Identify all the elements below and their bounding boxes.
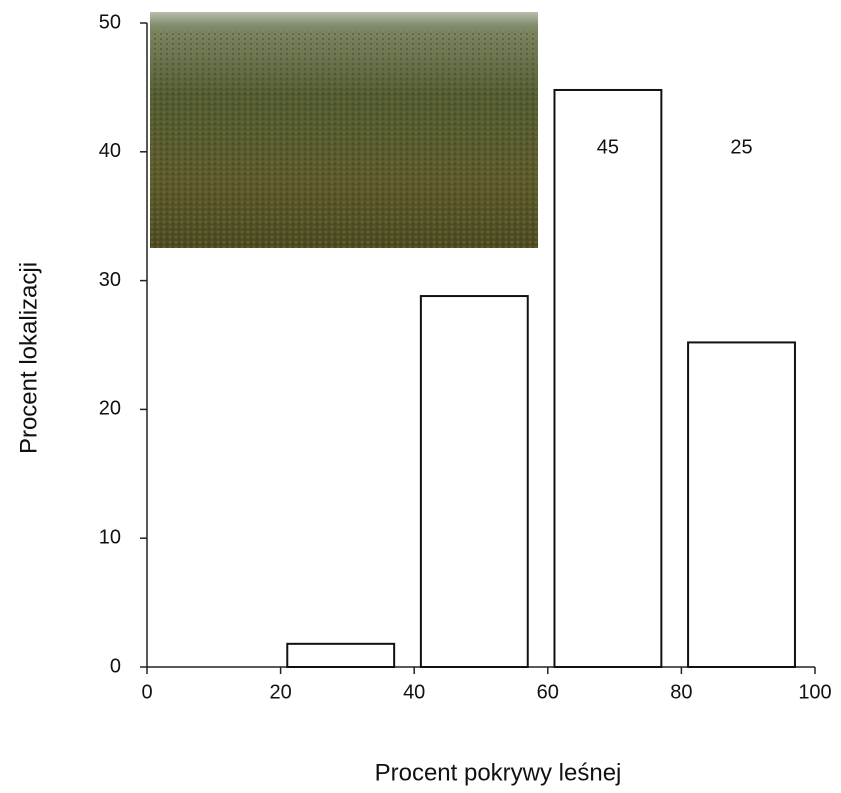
data-label: 25 (730, 136, 752, 158)
x-tick-label: 80 (670, 681, 692, 703)
x-tick-label: 100 (798, 681, 831, 703)
y-tick-label: 50 (99, 11, 121, 33)
x-tick-label: 20 (269, 681, 291, 703)
y-tick-label: 40 (99, 140, 121, 162)
x-tick-label: 0 (141, 681, 152, 703)
y-tick-label: 20 (99, 398, 121, 420)
forest-photo (150, 12, 538, 248)
chart: Procent lokalizacji Procent pokrywy leśn… (0, 0, 841, 793)
x-tick-label: 60 (537, 681, 559, 703)
data-label: 45 (597, 136, 619, 158)
x-tick-label: 40 (403, 681, 425, 703)
y-axis-label: Procent lokalizacji (15, 262, 42, 454)
y-tick-label: 10 (99, 526, 121, 548)
bar (554, 90, 661, 667)
bar (421, 296, 528, 667)
bar (287, 644, 394, 667)
bar (688, 342, 795, 667)
y-tick-label: 30 (99, 269, 121, 291)
x-axis-label: Procent pokrywy leśnej (375, 759, 622, 786)
photo-texture (150, 30, 538, 248)
y-tick-label: 0 (110, 655, 121, 677)
